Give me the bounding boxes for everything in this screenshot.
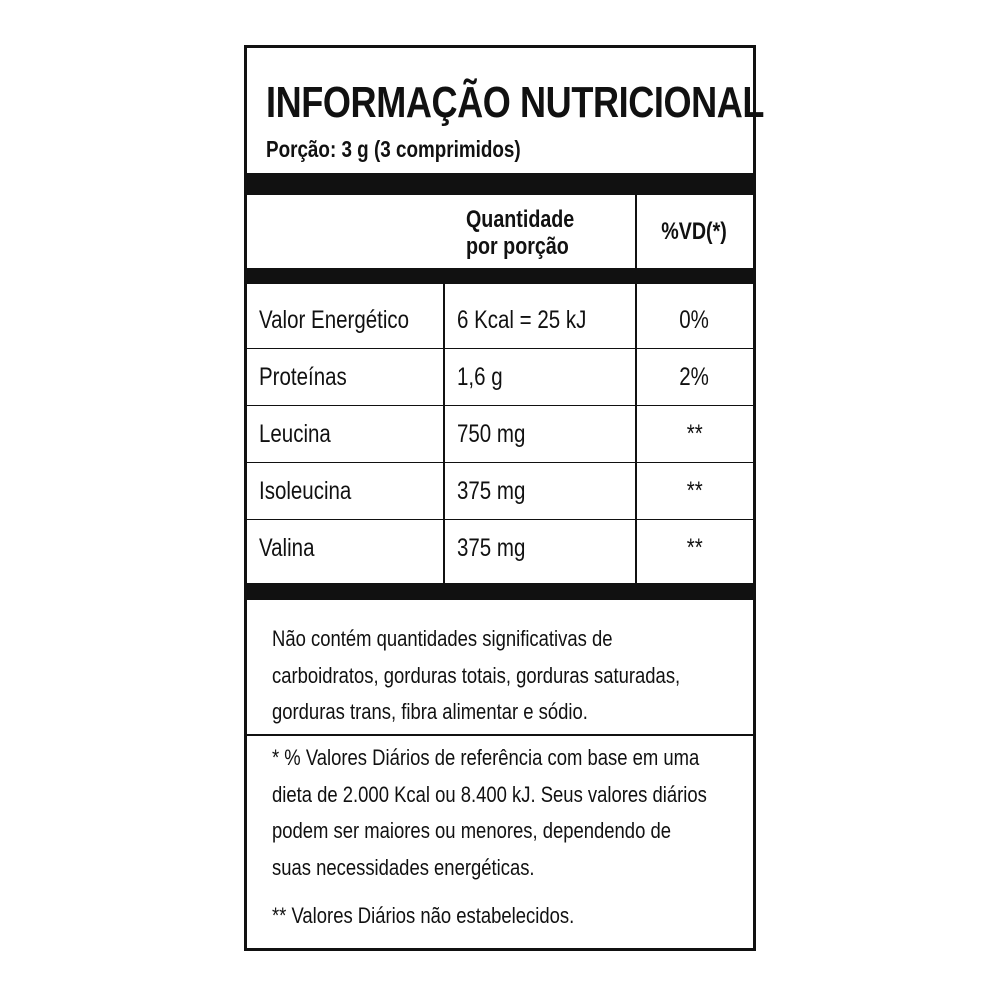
divider-line	[247, 734, 753, 736]
table-row: Leucina 750 mg **	[247, 406, 753, 463]
nutrient-dv: **	[686, 420, 703, 448]
nutrient-table: Valor Energético 6 Kcal = 25 kJ 0% Proteína…	[247, 292, 753, 577]
nutrient-dv: **	[686, 477, 703, 505]
nutrition-facts-label: INFORMAÇÃO NUTRICIONAL Porção: 3 g (3 co…	[244, 45, 764, 951]
table-row: Isoleucina 375 mg **	[247, 463, 753, 520]
footnote-not-established: ** Valores Diários não estabelecidos.	[272, 903, 575, 928]
nutrient-name: Leucina	[259, 420, 331, 448]
nutrient-name: Isoleucina	[259, 477, 352, 505]
not-contained-note: Não contém quantidades significativas de…	[272, 626, 681, 724]
column-divider	[635, 284, 637, 583]
portion-size: Porção: 3 g (3 comprimidos)	[266, 136, 521, 162]
row-divider	[247, 348, 753, 349]
nutrient-quantity: 375 mg	[457, 477, 526, 505]
nutrient-dv: 0%	[679, 306, 710, 334]
table-row: Proteínas 1,6 g 2%	[247, 349, 753, 406]
nutrient-quantity: 6 Kcal = 25 kJ	[457, 306, 587, 334]
label-title: INFORMAÇÃO NUTRICIONAL	[266, 78, 765, 127]
header-divider	[635, 195, 637, 268]
nutrient-dv: 2%	[679, 363, 710, 391]
footnote-dv: * % Valores Diários de referência com ba…	[272, 745, 707, 880]
nutrient-name: Valor Energético	[259, 306, 410, 334]
nutrient-quantity: 1,6 g	[457, 363, 503, 391]
row-divider	[247, 405, 753, 406]
nutrient-name: Proteínas	[259, 363, 347, 391]
table-row: Valina 375 mg **	[247, 520, 753, 577]
nutrient-quantity: 375 mg	[457, 534, 526, 562]
column-divider	[443, 284, 445, 583]
nutrient-dv: **	[686, 534, 703, 562]
nutrient-name: Valina	[259, 534, 315, 562]
row-divider	[247, 462, 753, 463]
divider-bar	[247, 268, 753, 284]
header-quantity: Quantidade por porção	[466, 206, 575, 260]
divider-bar	[247, 583, 753, 600]
header-dv: %VD(*)	[661, 218, 728, 245]
nutrient-quantity: 750 mg	[457, 420, 526, 448]
row-divider	[247, 519, 753, 520]
table-row: Valor Energético 6 Kcal = 25 kJ 0%	[247, 292, 753, 349]
divider-bar	[247, 173, 753, 195]
